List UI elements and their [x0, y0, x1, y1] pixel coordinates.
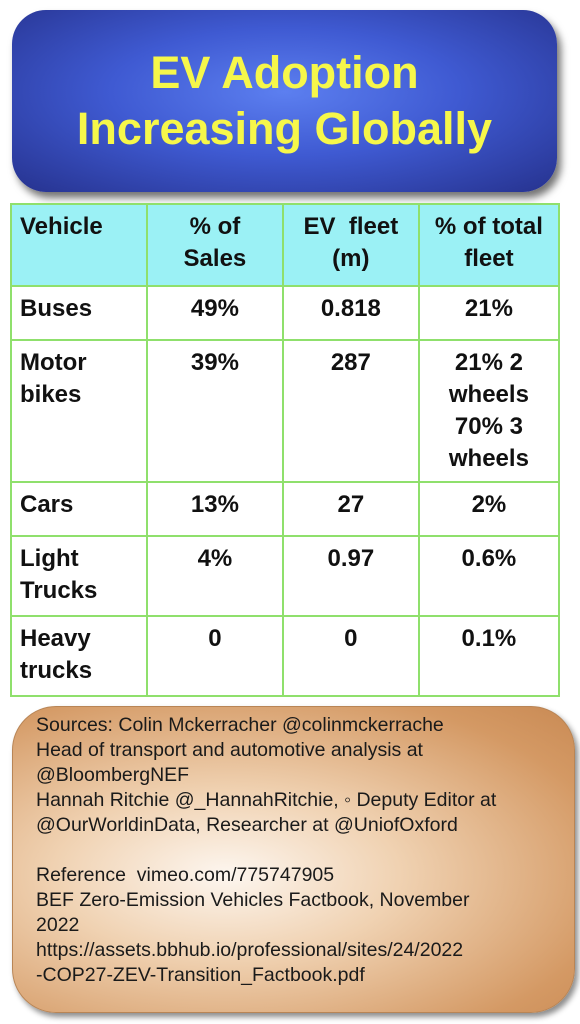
vehicle-name: Heavy [20, 625, 91, 652]
vehicle-name: trucks [20, 657, 93, 684]
reference-line: Reference vimeo.com/775747905 [36, 864, 335, 886]
sources-spacer [36, 838, 564, 863]
table-row: Cars 13% 27 2% [10, 481, 561, 537]
table-row: Motor bikes 39% 287 21% 2 wheels 70% 3 w… [10, 339, 561, 483]
total-fleet-cell: 0.6% [417, 535, 561, 617]
title-line-2: Increasing Globally [76, 103, 493, 154]
total-fleet-text: 70% 3 [454, 413, 523, 440]
sales-cell: 49% [145, 285, 284, 341]
vehicle-cell: Heavy trucks [10, 615, 148, 697]
header-text: % of total [434, 213, 543, 240]
vehicle-name: Motor [20, 349, 87, 376]
header-vehicle: Vehicle [10, 203, 148, 287]
reference-line: BEF Zero-Emission Vehicles Factbook, Nov… [36, 889, 470, 911]
sales-cell: 4% [145, 535, 284, 617]
total-fleet-text: wheels [448, 445, 529, 472]
table-row: Buses 49% 0.818 21% [10, 285, 561, 341]
reference-line: 2022 [36, 914, 80, 936]
fleet-cell: 0.818 [281, 285, 420, 341]
sources-line: @BloombergNEF [36, 764, 190, 786]
total-fleet-cell: 0.1% [417, 615, 561, 697]
total-fleet-text: 21% 2 [454, 349, 523, 376]
total-fleet-text: 21% [464, 295, 513, 322]
table-row: Heavy trucks 0 0 0.1% [10, 615, 561, 697]
vehicle-name: Cars [20, 491, 74, 518]
reference-url: https://assets.bbhub.io/professional/sit… [36, 939, 464, 961]
fleet-cell: 0.97 [281, 535, 420, 617]
vehicle-name: Buses [20, 295, 93, 322]
total-fleet-cell: 21% [417, 285, 561, 341]
sales-cell: 0 [145, 615, 284, 697]
title-line-1: EV Adoption [150, 47, 419, 98]
fleet-cell: 27 [281, 481, 420, 537]
header-text: EV fleet [303, 213, 399, 240]
table-header-row: Vehicle % of Sales EV fleet (m) % of tot… [10, 203, 561, 287]
vehicle-cell: Motor bikes [10, 339, 148, 483]
vehicle-name: bikes [20, 381, 82, 408]
total-fleet-cell: 2% [417, 481, 561, 537]
sources-line: Hannah Ritchie @_HannahRitchie, ◦ Deputy… [36, 789, 497, 811]
sources-line: Head of transport and automotive analysi… [36, 739, 423, 761]
vehicle-cell: Light Trucks [10, 535, 148, 617]
table-row: Light Trucks 4% 0.97 0.6% [10, 535, 561, 617]
sales-cell: 13% [145, 481, 284, 537]
sources-box: Sources: Colin Mckerracher @colinmckerra… [12, 706, 575, 1013]
header-total-fleet: % of total fleet [417, 203, 561, 287]
total-fleet-cell: 21% 2 wheels 70% 3 wheels [417, 339, 561, 483]
vehicle-cell: Buses [10, 285, 148, 341]
sales-cell: 39% [145, 339, 284, 483]
header-text: Vehicle [20, 213, 103, 240]
header-text: Sales [183, 245, 247, 272]
vehicle-name: Light [20, 545, 79, 572]
header-text: % of [189, 213, 241, 240]
title-banner: EV Adoption Increasing Globally [12, 10, 557, 192]
vehicle-cell: Cars [10, 481, 148, 537]
header-ev-fleet: EV fleet (m) [281, 203, 420, 287]
header-sales: % of Sales [145, 203, 284, 287]
total-fleet-text: 0.6% [461, 545, 517, 572]
total-fleet-text: 2% [471, 491, 507, 518]
header-text: fleet [464, 245, 514, 272]
ev-adoption-table: Vehicle % of Sales EV fleet (m) % of tot… [10, 203, 561, 697]
reference-url: -COP27-ZEV-Transition_Factbook.pdf [36, 964, 365, 986]
sources-line: Sources: Colin Mckerracher @colinmckerra… [36, 714, 444, 736]
vehicle-name: Trucks [20, 577, 98, 604]
sources-line: @OurWorldinData, Researcher at @UniofOxf… [36, 814, 458, 836]
header-text: (m) [332, 245, 370, 272]
total-fleet-text: wheels [448, 381, 529, 408]
fleet-cell: 0 [281, 615, 420, 697]
total-fleet-text: 0.1% [461, 625, 517, 652]
fleet-cell: 287 [281, 339, 420, 483]
